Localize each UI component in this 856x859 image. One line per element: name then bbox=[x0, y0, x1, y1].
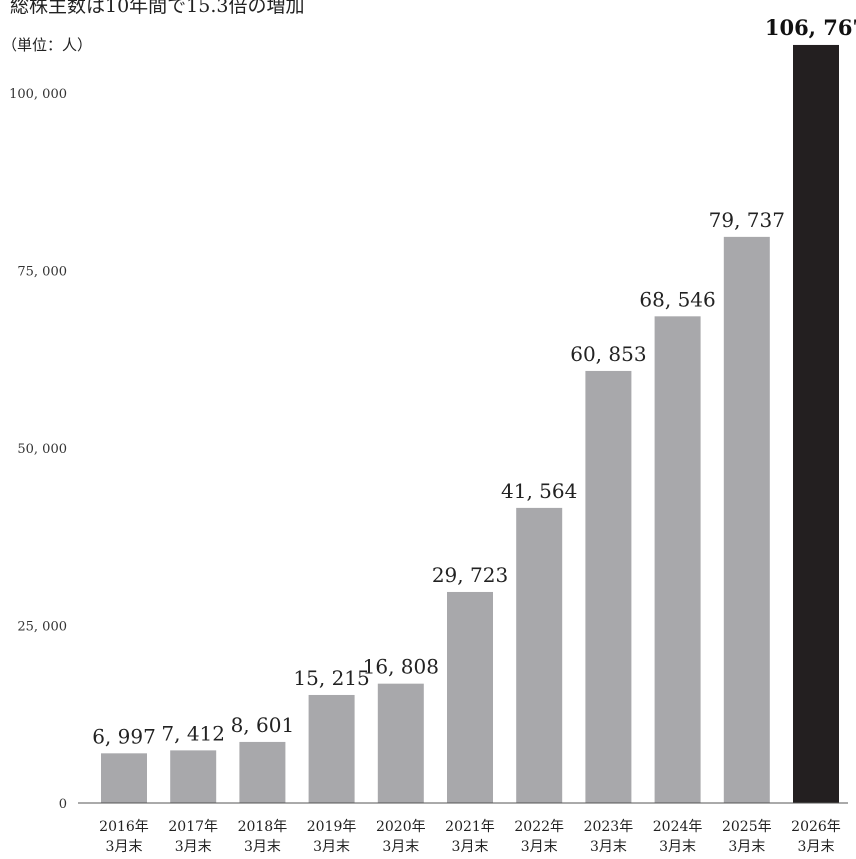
bar-value-label: 41, 564 bbox=[501, 479, 577, 503]
x-tick-label-year: 2021年 bbox=[445, 819, 495, 835]
y-tick-label: 50, 000 bbox=[17, 442, 67, 457]
x-tick-label-year: 2024年 bbox=[653, 819, 703, 835]
x-tick-label-period: 3月末 bbox=[590, 839, 627, 855]
x-tick-label-period: 3月末 bbox=[175, 839, 212, 855]
bar-value-label: 29, 723 bbox=[432, 563, 508, 587]
x-tick-label-period: 3月末 bbox=[106, 839, 143, 855]
y-tick-label: 25, 000 bbox=[17, 620, 67, 635]
x-tick-label-period: 3月末 bbox=[659, 839, 696, 855]
x-tick-label-period: 3月末 bbox=[728, 839, 765, 855]
bar-value-label: 79, 737 bbox=[709, 208, 785, 232]
x-tick-label-period: 3月末 bbox=[798, 839, 835, 855]
chart-title: 総株主数は10年間で15.3倍の増加 bbox=[10, 0, 305, 17]
bar bbox=[654, 316, 701, 803]
x-tick-label-year: 2018年 bbox=[238, 819, 288, 835]
bar-value-label: 6, 997 bbox=[92, 724, 156, 748]
bar-value-label: 106, 767 bbox=[765, 15, 856, 40]
bar bbox=[585, 370, 632, 803]
x-tick-label-year: 2026年 bbox=[791, 819, 841, 835]
x-tick-label-year: 2025年 bbox=[722, 819, 772, 835]
bar bbox=[101, 753, 147, 803]
bar-value-label: 16, 808 bbox=[363, 655, 439, 679]
bar-value-label: 15, 215 bbox=[293, 666, 369, 690]
x-tick-label-period: 3月末 bbox=[244, 839, 281, 855]
x-tick-label-year: 2023年 bbox=[584, 819, 634, 835]
x-tick-label-year: 2016年 bbox=[99, 819, 149, 835]
bar-value-label: 60, 853 bbox=[570, 342, 646, 366]
y-tick-label: 0 bbox=[59, 797, 67, 812]
bar bbox=[308, 694, 355, 803]
bar bbox=[377, 683, 424, 803]
x-tick-label-year: 2019年 bbox=[307, 819, 357, 835]
x-tick-label-period: 3月末 bbox=[521, 839, 558, 855]
y-tick-label: 100, 000 bbox=[9, 87, 67, 102]
bar-value-label: 68, 546 bbox=[639, 287, 715, 311]
x-tick-label-period: 3月末 bbox=[313, 839, 350, 855]
x-tick-label-year: 2022年 bbox=[514, 819, 564, 835]
bar bbox=[447, 591, 493, 803]
bar bbox=[723, 236, 770, 803]
bar-value-label: 7, 412 bbox=[161, 721, 225, 745]
bar-value-label: 8, 601 bbox=[231, 713, 295, 737]
bar bbox=[239, 741, 286, 803]
y-tick-label: 75, 000 bbox=[17, 265, 67, 280]
x-tick-label-period: 3月末 bbox=[382, 839, 419, 855]
bar bbox=[516, 507, 563, 803]
x-tick-label-year: 2017年 bbox=[168, 819, 218, 835]
x-tick-label-period: 3月末 bbox=[452, 839, 489, 855]
bar bbox=[170, 750, 217, 803]
unit-label: （単位：人） bbox=[2, 36, 93, 54]
x-tick-label-year: 2020年 bbox=[376, 819, 426, 835]
bar-highlight bbox=[793, 44, 839, 804]
